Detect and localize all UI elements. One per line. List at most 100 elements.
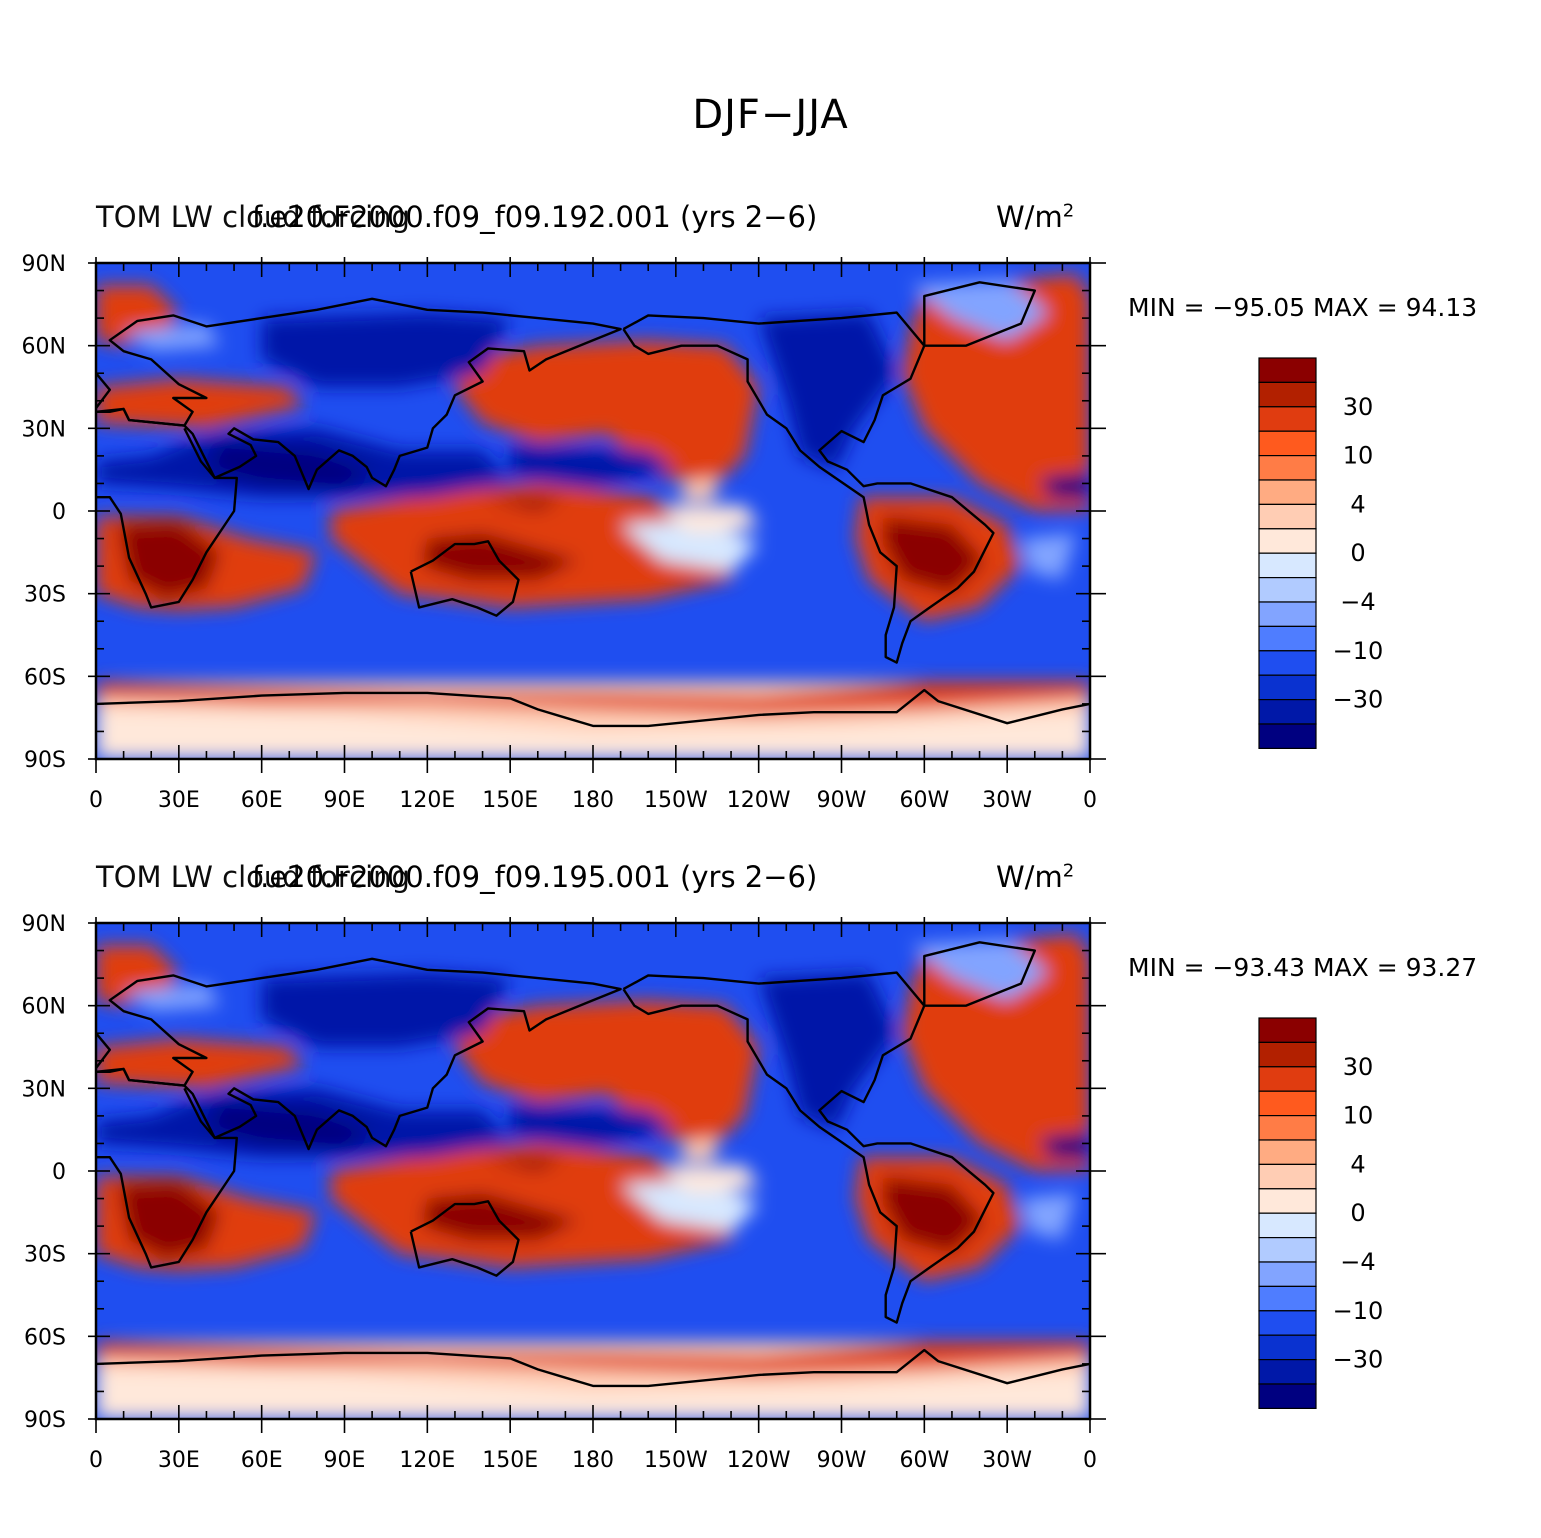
colorbar-box	[1258, 406, 1317, 432]
contour-region	[454, 1000, 759, 1144]
lon-tick-label: 120E	[399, 1448, 455, 1473]
lon-tick-label: 90W	[817, 788, 867, 813]
colorbar-label: 4	[1350, 490, 1365, 518]
lon-tick-label: 30E	[158, 1448, 200, 1473]
coastline	[96, 957, 622, 1151]
colorbar-label: −10	[1333, 637, 1384, 665]
panel-2-variable-label: TOM LW cloud forcing	[96, 860, 410, 894]
lon-tick-label: 30W	[982, 1448, 1032, 1473]
contour-region	[902, 274, 1090, 511]
contour-region	[482, 497, 566, 511]
coastline	[622, 971, 995, 1324]
coastline	[96, 407, 239, 609]
contour-region	[910, 939, 1049, 1001]
lon-tick-label: 150W	[644, 1448, 708, 1473]
colorbar-box	[1258, 1310, 1317, 1336]
contour-region	[662, 1165, 759, 1193]
lon-tick-label: 120W	[727, 788, 791, 813]
contour-region	[96, 681, 1090, 715]
axis-ticks	[88, 257, 1106, 773]
colorbar-box	[1258, 1334, 1317, 1361]
colorbar-box	[1258, 1163, 1317, 1190]
lon-tick-label: 180	[572, 788, 614, 813]
coastline	[409, 1200, 520, 1277]
coastline	[96, 1348, 1090, 1388]
colorbar-box	[1258, 1359, 1317, 1385]
coastline	[409, 540, 520, 617]
lon-tick-label: 30E	[158, 788, 200, 813]
lon-tick-label: 120W	[727, 1448, 791, 1473]
lon-tick-label: 0	[89, 788, 103, 813]
contour-region	[206, 442, 373, 489]
lat-tick-label: 30N	[22, 1077, 66, 1102]
colorbar-box	[1258, 479, 1317, 505]
contour-region	[758, 312, 897, 470]
lon-tick-label: 90E	[324, 788, 366, 813]
lat-tick-label: 60S	[24, 665, 66, 690]
colorbar-label: −30	[1333, 686, 1384, 714]
contour-region	[330, 1143, 745, 1268]
lon-tick-label: 0	[1083, 788, 1097, 813]
colorbar-box	[1258, 503, 1317, 530]
contour-region	[96, 1038, 304, 1089]
colorbar-box	[1258, 1139, 1317, 1165]
contour-region	[96, 1341, 1090, 1375]
colorbar-box	[1258, 601, 1317, 627]
contour-region	[620, 519, 759, 572]
colorbar-box	[1258, 1383, 1317, 1409]
map-panel-2-svg: 90N 60N 30N 0 30S 60S 90S 0 30E 60E 90E 120E 150E 180…	[22, 912, 1384, 1473]
contour-region	[902, 934, 1090, 1171]
panel-2-units-label: W/m2	[996, 860, 1075, 894]
colorbar-box	[1258, 650, 1317, 676]
contour-region	[261, 972, 511, 1047]
lon-tick-label: 150W	[644, 788, 708, 813]
map-panel-2: 90N 60N 30N 0 30S 60S 90S 0 30E 60E 90E 120E 150E 180…	[0, 855, 1541, 1515]
lat-tick-label: 90S	[24, 1408, 66, 1433]
contour-region	[1021, 1193, 1077, 1240]
contour-region	[620, 1179, 759, 1232]
map-panel-1: 90N 60N 30N 0 30S 60S 90S 0 30E 60E 90E 120E 150E 180…	[0, 195, 1541, 855]
lon-tick-label: 0	[1083, 1448, 1097, 1473]
coastline	[923, 941, 1037, 1007]
panel-1-variable-label: TOM LW cloud forcing	[96, 200, 410, 234]
colorbar-label: 10	[1343, 1102, 1374, 1130]
colorbar-box	[1258, 723, 1317, 749]
colorbar-box	[1258, 1212, 1317, 1239]
colorbar-box	[1258, 1066, 1317, 1092]
lon-tick-label: 60W	[899, 1448, 949, 1473]
lat-tick-label: 60N	[22, 995, 66, 1020]
contour-region	[1040, 472, 1090, 500]
colorbar-box	[1258, 577, 1317, 603]
panel-1-units-label: W/m2	[996, 200, 1075, 234]
lon-tick-label: 90W	[817, 1448, 867, 1473]
contour-region	[118, 1182, 221, 1260]
colorbar-label: −30	[1333, 1346, 1384, 1374]
colorbar-label: −4	[1340, 588, 1375, 616]
colorbar-label: 30	[1343, 1053, 1374, 1081]
lon-tick-label: 0	[89, 1448, 103, 1473]
contour-region	[681, 1137, 718, 1160]
map-panel-1-svg: 90N 60N 30N 0 30S 60S 90S 0 30E 60E 90E 120E 150E 180…	[22, 252, 1384, 813]
colorbar-box	[1258, 1261, 1317, 1287]
colorbar-box	[1258, 1017, 1317, 1043]
colorbar-box	[1258, 1237, 1317, 1263]
lon-tick-label: 60E	[241, 788, 283, 813]
colorbar: 30 10 4 0 −4 −10 −30	[1258, 357, 1384, 749]
colorbar-box	[1258, 1090, 1317, 1117]
panel-2-case-label: f.e20.F2000.f09_f09.195.001 (yrs 2−6)	[252, 860, 818, 894]
colorbar-label: 30	[1343, 393, 1374, 421]
colorbar-label: −10	[1333, 1297, 1384, 1325]
colorbar-box	[1258, 528, 1317, 554]
colorbar-label: 0	[1350, 539, 1365, 567]
lat-tick-label: 0	[52, 500, 66, 525]
colorbar-box	[1258, 1041, 1317, 1068]
colorbar-box	[1258, 455, 1317, 481]
lat-tick-label: 90N	[22, 912, 66, 937]
contour-region	[330, 483, 745, 608]
contour-region	[123, 983, 221, 1012]
coastline	[622, 311, 995, 664]
lon-tick-label: 30W	[982, 788, 1032, 813]
panel-1-case-label: f.e20.F2000.f09_f09.192.001 (yrs 2−6)	[252, 200, 818, 234]
contour-region	[510, 1102, 676, 1149]
colorbar-box	[1258, 699, 1317, 725]
